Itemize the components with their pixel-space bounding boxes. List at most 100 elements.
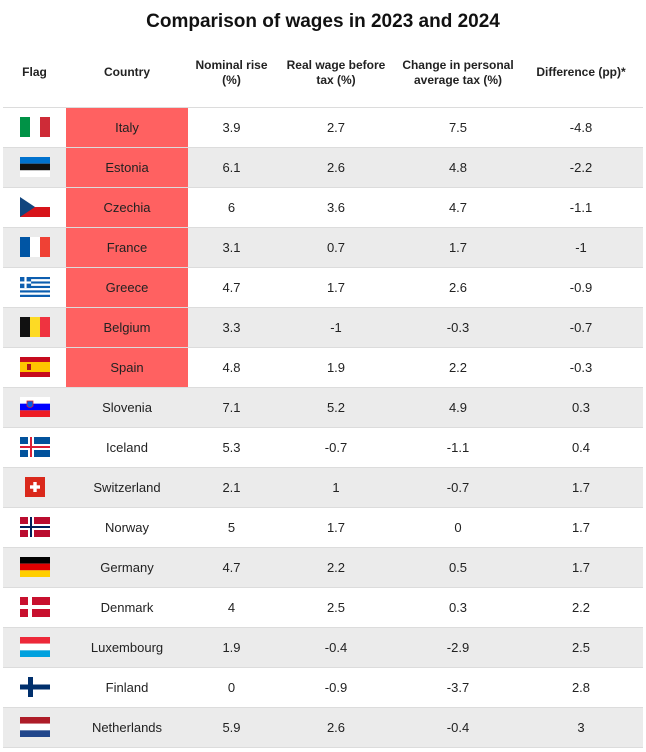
netherlands-flag-icon <box>3 707 66 748</box>
difference-cell: -0.9 <box>519 267 643 308</box>
real-wage-cell: 2.6 <box>275 707 397 748</box>
tax-change-cell: -0.7 <box>397 467 519 508</box>
real-wage-cell: -1 <box>275 307 397 348</box>
header-nominal-rise: Nominal rise (%) <box>188 39 275 108</box>
country-cell: Norway <box>66 507 188 548</box>
table-row: Greece 4.7 1.7 2.6 -0.9 <box>3 267 643 308</box>
nominal-rise-cell: 4 <box>188 587 275 628</box>
difference-cell: 0.4 <box>519 427 643 468</box>
country-cell: Italy <box>66 107 188 148</box>
table-row: Denmark 4 2.5 0.3 2.2 <box>3 587 643 628</box>
table-row: Estonia 6.1 2.6 4.8 -2.2 <box>3 147 643 188</box>
germany-flag-icon <box>3 547 66 588</box>
country-cell: Netherlands <box>66 707 188 748</box>
france-flag-icon <box>3 227 66 268</box>
table-row: Spain 4.8 1.9 2.2 -0.3 <box>3 347 643 388</box>
luxembourg-flag-icon <box>3 627 66 668</box>
country-cell: Germany <box>66 547 188 588</box>
real-wage-cell: -0.9 <box>275 667 397 708</box>
italy-flag-icon <box>3 107 66 148</box>
estonia-flag-icon <box>3 147 66 188</box>
real-wage-cell: 2.5 <box>275 587 397 628</box>
iceland-flag-icon <box>3 427 66 468</box>
finland-flag-icon <box>3 667 66 708</box>
country-cell: Denmark <box>66 587 188 628</box>
slovenia-flag-icon <box>3 387 66 428</box>
difference-cell: -0.7 <box>519 307 643 348</box>
table-row: Slovenia 7.1 5.2 4.9 0.3 <box>3 387 643 428</box>
country-cell: Czechia <box>66 187 188 228</box>
tax-change-cell: 7.5 <box>397 107 519 148</box>
nominal-rise-cell: 0 <box>188 667 275 708</box>
header-flag: Flag <box>3 39 66 108</box>
country-cell: Spain <box>66 347 188 388</box>
tax-change-cell: 2.2 <box>397 347 519 388</box>
greece-flag-icon <box>3 267 66 308</box>
table-row: Italy 3.9 2.7 7.5 -4.8 <box>3 107 643 148</box>
table-row: Luxembourg 1.9 -0.4 -2.9 2.5 <box>3 627 643 668</box>
real-wage-cell: -0.4 <box>275 627 397 668</box>
tax-change-cell: -0.3 <box>397 307 519 348</box>
table-row: Belgium 3.3 -1 -0.3 -0.7 <box>3 307 643 348</box>
real-wage-cell: 1.7 <box>275 267 397 308</box>
difference-cell: 2.5 <box>519 627 643 668</box>
difference-cell: -1 <box>519 227 643 268</box>
real-wage-cell: 5.2 <box>275 387 397 428</box>
tax-change-cell: 0.3 <box>397 587 519 628</box>
tax-change-cell: 2.6 <box>397 267 519 308</box>
difference-cell: -2.2 <box>519 147 643 188</box>
table-row: Finland 0 -0.9 -3.7 2.8 <box>3 667 643 708</box>
tax-change-cell: -0.4 <box>397 707 519 748</box>
tax-change-cell: 0.5 <box>397 547 519 588</box>
difference-cell: 1.7 <box>519 467 643 508</box>
table-row: Netherlands 5.9 2.6 -0.4 3 <box>3 707 643 748</box>
country-cell: France <box>66 227 188 268</box>
spain-flag-icon <box>3 347 66 388</box>
header-tax-change: Change in personal average tax (%) <box>397 39 519 108</box>
table-body: Italy 3.9 2.7 7.5 -4.8 Estonia 6.1 2.6 4.8 -2.2 Cz… <box>3 107 643 748</box>
difference-cell: -0.3 <box>519 347 643 388</box>
tax-change-cell: 4.9 <box>397 387 519 428</box>
nominal-rise-cell: 3.9 <box>188 107 275 148</box>
real-wage-cell: 3.6 <box>275 187 397 228</box>
country-cell: Finland <box>66 667 188 708</box>
country-cell: Iceland <box>66 427 188 468</box>
country-cell: Switzerland <box>66 467 188 508</box>
tax-change-cell: -3.7 <box>397 667 519 708</box>
header-difference: Difference (pp)* <box>519 39 643 108</box>
difference-cell: -4.8 <box>519 107 643 148</box>
table-row: Switzerland 2.1 1 -0.7 1.7 <box>3 467 643 508</box>
nominal-rise-cell: 5.3 <box>188 427 275 468</box>
wage-table: Flag Country Nominal rise (%) Real wage … <box>3 39 643 748</box>
difference-cell: 1.7 <box>519 507 643 548</box>
tax-change-cell: 1.7 <box>397 227 519 268</box>
nominal-rise-cell: 4.7 <box>188 267 275 308</box>
difference-cell: 2.2 <box>519 587 643 628</box>
header-real-wage: Real wage before tax (%) <box>275 39 397 108</box>
nominal-rise-cell: 5 <box>188 507 275 548</box>
real-wage-cell: 1.9 <box>275 347 397 388</box>
real-wage-cell: -0.7 <box>275 427 397 468</box>
nominal-rise-cell: 4.8 <box>188 347 275 388</box>
real-wage-cell: 0.7 <box>275 227 397 268</box>
nominal-rise-cell: 2.1 <box>188 467 275 508</box>
real-wage-cell: 1 <box>275 467 397 508</box>
czechia-flag-icon <box>3 187 66 228</box>
belgium-flag-icon <box>3 307 66 348</box>
country-cell: Belgium <box>66 307 188 348</box>
difference-cell: 2.8 <box>519 667 643 708</box>
country-cell: Slovenia <box>66 387 188 428</box>
country-cell: Luxembourg <box>66 627 188 668</box>
country-cell: Greece <box>66 267 188 308</box>
tax-change-cell: 0 <box>397 507 519 548</box>
table-row: Czechia 6 3.6 4.7 -1.1 <box>3 187 643 228</box>
real-wage-cell: 1.7 <box>275 507 397 548</box>
denmark-flag-icon <box>3 587 66 628</box>
header-row: Flag Country Nominal rise (%) Real wage … <box>3 39 643 108</box>
nominal-rise-cell: 7.1 <box>188 387 275 428</box>
nominal-rise-cell: 3.1 <box>188 227 275 268</box>
tax-change-cell: 4.8 <box>397 147 519 188</box>
difference-cell: 3 <box>519 707 643 748</box>
nominal-rise-cell: 4.7 <box>188 547 275 588</box>
norway-flag-icon <box>3 507 66 548</box>
